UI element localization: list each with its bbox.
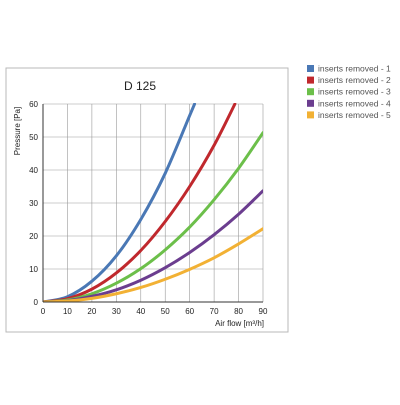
series-line-2 [43,103,237,302]
x-tick-label: 50 [161,307,170,316]
legend-label-2: inserts removed - 2 [318,75,391,85]
y-tick-label: 20 [29,232,38,241]
x-tick-label: 20 [87,307,96,316]
chart-frame [5,67,289,333]
y-tick-label: 50 [29,133,38,142]
series-line-5 [43,227,263,302]
series-line-1 [43,103,197,302]
grid [43,103,264,302]
legend-label-1: inserts removed - 1 [318,64,391,74]
x-tick-label: 80 [234,307,243,316]
chart-title: D 125 [124,79,156,93]
legend-label-3: inserts removed - 3 [318,87,391,97]
x-tick-label: 0 [41,307,46,316]
y-tick-label: 60 [29,100,38,109]
y-axis-title: Pressure [Pa] [13,107,22,155]
legend-swatch-3 [307,88,314,96]
legend-label-5: inserts removed - 5 [318,110,391,120]
x-tick-label: 70 [210,307,219,316]
legend-swatch-1 [307,65,314,72]
x-axis-title: Air flow [m³/h] [215,319,264,328]
legend-swatch-2 [307,76,314,84]
y-tick-label: 40 [29,166,38,175]
x-tick-label: 30 [112,307,121,316]
x-tick-label: 40 [136,307,145,316]
y-tick-label: 10 [29,265,38,274]
x-tick-label: 60 [185,307,194,316]
x-tick-label: 90 [259,307,268,316]
series-group [43,103,263,302]
axes: 0 10 20 30 40 50 60 70 80 90 0 10 20 30 40 50 60 [29,100,268,316]
y-tick-label: 30 [29,199,38,208]
x-tick-label: 10 [63,307,72,316]
legend-swatch-4 [307,99,314,107]
legend-swatch-5 [307,111,314,119]
y-tick-label: 0 [34,298,39,307]
legend-label-4: inserts removed - 4 [318,98,391,108]
